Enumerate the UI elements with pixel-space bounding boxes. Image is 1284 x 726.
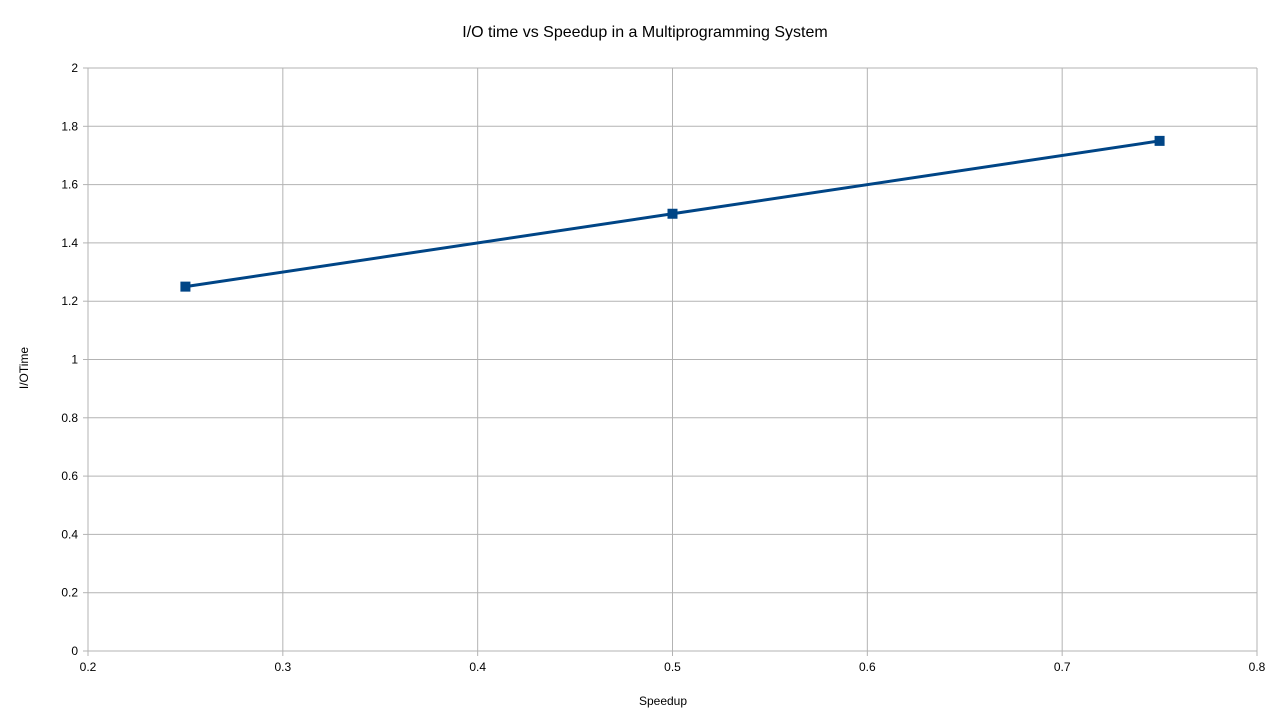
grid-lines [83,67,1258,656]
y-tick-label: 0.4 [61,527,78,541]
y-axis-title: I/OTime [17,347,31,390]
y-tick-label: 0.6 [61,469,78,483]
data-point-marker [180,281,191,292]
data-point-marker [667,208,678,219]
y-tick-label: 1 [71,353,78,367]
y-tick-label: 2 [71,61,78,75]
y-tick-label: 0.2 [61,586,78,600]
x-tick-label: 0.7 [1054,660,1071,674]
y-tick-label: 1.2 [61,294,78,308]
series-layer [180,135,1165,292]
y-tick-label: 1.8 [61,119,78,133]
x-tick-label: 0.3 [274,660,291,674]
x-tick-label: 0.4 [469,660,486,674]
tick-labels: 00.20.40.60.811.21.41.61.820.2 0.3 0.4 0.5 0… [61,61,1265,674]
x-tick-label: 0.6 [859,660,876,674]
y-tick-label: 1.4 [61,236,78,250]
x-tick-label: 0.2 [80,660,97,674]
x-axis-title: Speedup [639,694,687,708]
y-tick-label: 0.8 [61,411,78,425]
x-tick-label: 0.5 [664,660,681,674]
x-tick-label: 0.8 [1249,660,1266,674]
data-point-marker [1154,135,1165,146]
y-tick-label: 1.6 [61,178,78,192]
y-tick-label: 0 [71,644,78,658]
chart-title: I/O time vs Speedup in a Multiprogrammin… [462,24,827,41]
